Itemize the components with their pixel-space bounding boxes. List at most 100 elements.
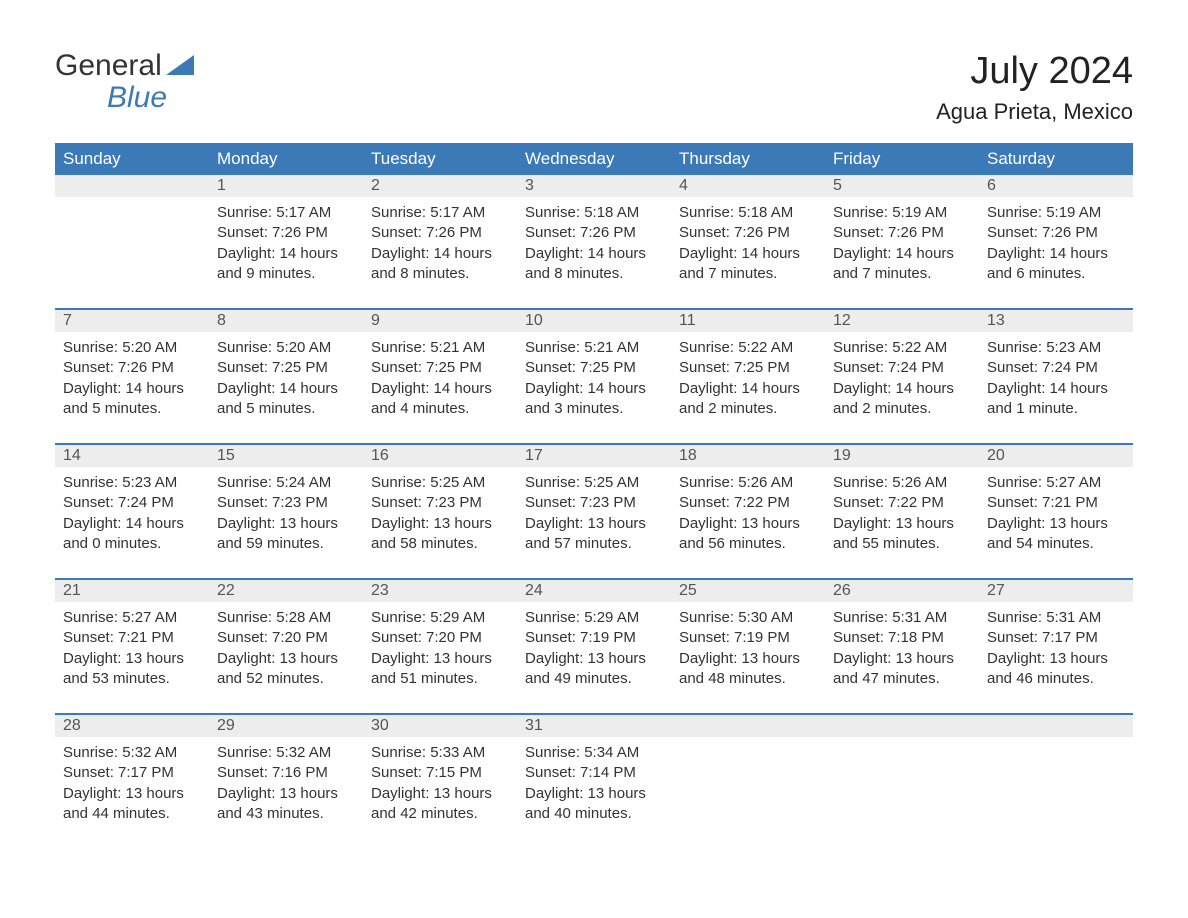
day-daylight2: and 46 minutes.	[987, 669, 1125, 689]
day-daylight2: and 53 minutes.	[63, 669, 201, 689]
day-sunset: Sunset: 7:19 PM	[525, 628, 663, 648]
day-sunset: Sunset: 7:22 PM	[833, 493, 971, 513]
day-number: 5	[825, 175, 979, 197]
day-sunset: Sunset: 7:23 PM	[371, 493, 509, 513]
calendar-week-row: 21Sunrise: 5:27 AMSunset: 7:21 PMDayligh…	[55, 579, 1133, 714]
day-daylight1: Daylight: 13 hours	[525, 784, 663, 804]
day-daylight1: Daylight: 14 hours	[371, 379, 509, 399]
day-daylight1: Daylight: 14 hours	[987, 379, 1125, 399]
day-body: Sunrise: 5:24 AMSunset: 7:23 PMDaylight:…	[209, 467, 363, 578]
day-daylight1: Daylight: 14 hours	[525, 379, 663, 399]
day-number: 20	[979, 445, 1133, 467]
day-body	[825, 737, 979, 837]
calendar-cell: 24Sunrise: 5:29 AMSunset: 7:19 PMDayligh…	[517, 579, 671, 714]
day-body: Sunrise: 5:31 AMSunset: 7:18 PMDaylight:…	[825, 602, 979, 713]
day-body: Sunrise: 5:20 AMSunset: 7:25 PMDaylight:…	[209, 332, 363, 443]
weekday-header: Saturday	[979, 143, 1133, 175]
calendar-cell: 14Sunrise: 5:23 AMSunset: 7:24 PMDayligh…	[55, 444, 209, 579]
day-daylight2: and 0 minutes.	[63, 534, 201, 554]
day-daylight1: Daylight: 14 hours	[217, 244, 355, 264]
day-daylight2: and 48 minutes.	[679, 669, 817, 689]
day-number: 14	[55, 445, 209, 467]
calendar-cell: 31Sunrise: 5:34 AMSunset: 7:14 PMDayligh…	[517, 714, 671, 848]
day-body: Sunrise: 5:17 AMSunset: 7:26 PMDaylight:…	[363, 197, 517, 308]
day-daylight2: and 40 minutes.	[525, 804, 663, 824]
day-sunrise: Sunrise: 5:25 AM	[371, 473, 509, 493]
calendar-body: 1Sunrise: 5:17 AMSunset: 7:26 PMDaylight…	[55, 175, 1133, 848]
day-sunset: Sunset: 7:26 PM	[371, 223, 509, 243]
calendar-cell: 26Sunrise: 5:31 AMSunset: 7:18 PMDayligh…	[825, 579, 979, 714]
day-sunset: Sunset: 7:22 PM	[679, 493, 817, 513]
day-number: 30	[363, 715, 517, 737]
day-sunset: Sunset: 7:26 PM	[63, 358, 201, 378]
calendar-cell: 6Sunrise: 5:19 AMSunset: 7:26 PMDaylight…	[979, 175, 1133, 309]
day-daylight2: and 56 minutes.	[679, 534, 817, 554]
day-sunrise: Sunrise: 5:29 AM	[525, 608, 663, 628]
day-sunrise: Sunrise: 5:33 AM	[371, 743, 509, 763]
day-body	[55, 197, 209, 297]
day-daylight2: and 43 minutes.	[217, 804, 355, 824]
day-sunset: Sunset: 7:17 PM	[987, 628, 1125, 648]
day-sunrise: Sunrise: 5:17 AM	[371, 203, 509, 223]
day-body: Sunrise: 5:20 AMSunset: 7:26 PMDaylight:…	[55, 332, 209, 443]
title-block: July 2024 Agua Prieta, Mexico	[936, 50, 1133, 125]
day-daylight2: and 8 minutes.	[525, 264, 663, 284]
day-body: Sunrise: 5:27 AMSunset: 7:21 PMDaylight:…	[55, 602, 209, 713]
day-daylight2: and 2 minutes.	[679, 399, 817, 419]
day-sunset: Sunset: 7:17 PM	[63, 763, 201, 783]
day-number: 29	[209, 715, 363, 737]
calendar-cell: 2Sunrise: 5:17 AMSunset: 7:26 PMDaylight…	[363, 175, 517, 309]
day-sunrise: Sunrise: 5:26 AM	[833, 473, 971, 493]
calendar-cell	[55, 175, 209, 309]
day-number: 25	[671, 580, 825, 602]
day-sunset: Sunset: 7:20 PM	[217, 628, 355, 648]
day-sunrise: Sunrise: 5:20 AM	[63, 338, 201, 358]
logo-word2: Blue	[107, 82, 194, 114]
day-daylight2: and 54 minutes.	[987, 534, 1125, 554]
day-sunset: Sunset: 7:25 PM	[525, 358, 663, 378]
day-body: Sunrise: 5:31 AMSunset: 7:17 PMDaylight:…	[979, 602, 1133, 713]
day-daylight1: Daylight: 13 hours	[371, 514, 509, 534]
day-body: Sunrise: 5:33 AMSunset: 7:15 PMDaylight:…	[363, 737, 517, 848]
day-body: Sunrise: 5:23 AMSunset: 7:24 PMDaylight:…	[55, 467, 209, 578]
day-daylight2: and 3 minutes.	[525, 399, 663, 419]
day-daylight2: and 9 minutes.	[217, 264, 355, 284]
day-body	[671, 737, 825, 837]
location: Agua Prieta, Mexico	[936, 99, 1133, 125]
logo: General Blue	[55, 50, 194, 113]
calendar-cell	[825, 714, 979, 848]
day-daylight1: Daylight: 13 hours	[371, 649, 509, 669]
day-body: Sunrise: 5:19 AMSunset: 7:26 PMDaylight:…	[825, 197, 979, 308]
day-body: Sunrise: 5:19 AMSunset: 7:26 PMDaylight:…	[979, 197, 1133, 308]
day-sunset: Sunset: 7:18 PM	[833, 628, 971, 648]
day-sunrise: Sunrise: 5:24 AM	[217, 473, 355, 493]
day-sunrise: Sunrise: 5:28 AM	[217, 608, 355, 628]
calendar-cell: 25Sunrise: 5:30 AMSunset: 7:19 PMDayligh…	[671, 579, 825, 714]
day-sunrise: Sunrise: 5:26 AM	[679, 473, 817, 493]
day-body: Sunrise: 5:28 AMSunset: 7:20 PMDaylight:…	[209, 602, 363, 713]
calendar-cell: 15Sunrise: 5:24 AMSunset: 7:23 PMDayligh…	[209, 444, 363, 579]
weekday-header: Thursday	[671, 143, 825, 175]
calendar-cell: 11Sunrise: 5:22 AMSunset: 7:25 PMDayligh…	[671, 309, 825, 444]
day-body: Sunrise: 5:29 AMSunset: 7:20 PMDaylight:…	[363, 602, 517, 713]
calendar-cell: 20Sunrise: 5:27 AMSunset: 7:21 PMDayligh…	[979, 444, 1133, 579]
day-sunrise: Sunrise: 5:34 AM	[525, 743, 663, 763]
day-daylight2: and 51 minutes.	[371, 669, 509, 689]
calendar-cell: 30Sunrise: 5:33 AMSunset: 7:15 PMDayligh…	[363, 714, 517, 848]
day-sunrise: Sunrise: 5:19 AM	[833, 203, 971, 223]
calendar-cell: 10Sunrise: 5:21 AMSunset: 7:25 PMDayligh…	[517, 309, 671, 444]
day-sunrise: Sunrise: 5:21 AM	[371, 338, 509, 358]
day-sunrise: Sunrise: 5:32 AM	[63, 743, 201, 763]
day-sunset: Sunset: 7:21 PM	[63, 628, 201, 648]
day-daylight2: and 5 minutes.	[217, 399, 355, 419]
day-sunset: Sunset: 7:24 PM	[63, 493, 201, 513]
day-daylight1: Daylight: 14 hours	[525, 244, 663, 264]
calendar-cell: 7Sunrise: 5:20 AMSunset: 7:26 PMDaylight…	[55, 309, 209, 444]
day-daylight1: Daylight: 13 hours	[679, 514, 817, 534]
day-sunrise: Sunrise: 5:18 AM	[679, 203, 817, 223]
day-number: 1	[209, 175, 363, 197]
calendar-cell: 21Sunrise: 5:27 AMSunset: 7:21 PMDayligh…	[55, 579, 209, 714]
day-number: 26	[825, 580, 979, 602]
day-daylight2: and 55 minutes.	[833, 534, 971, 554]
day-daylight1: Daylight: 13 hours	[987, 649, 1125, 669]
